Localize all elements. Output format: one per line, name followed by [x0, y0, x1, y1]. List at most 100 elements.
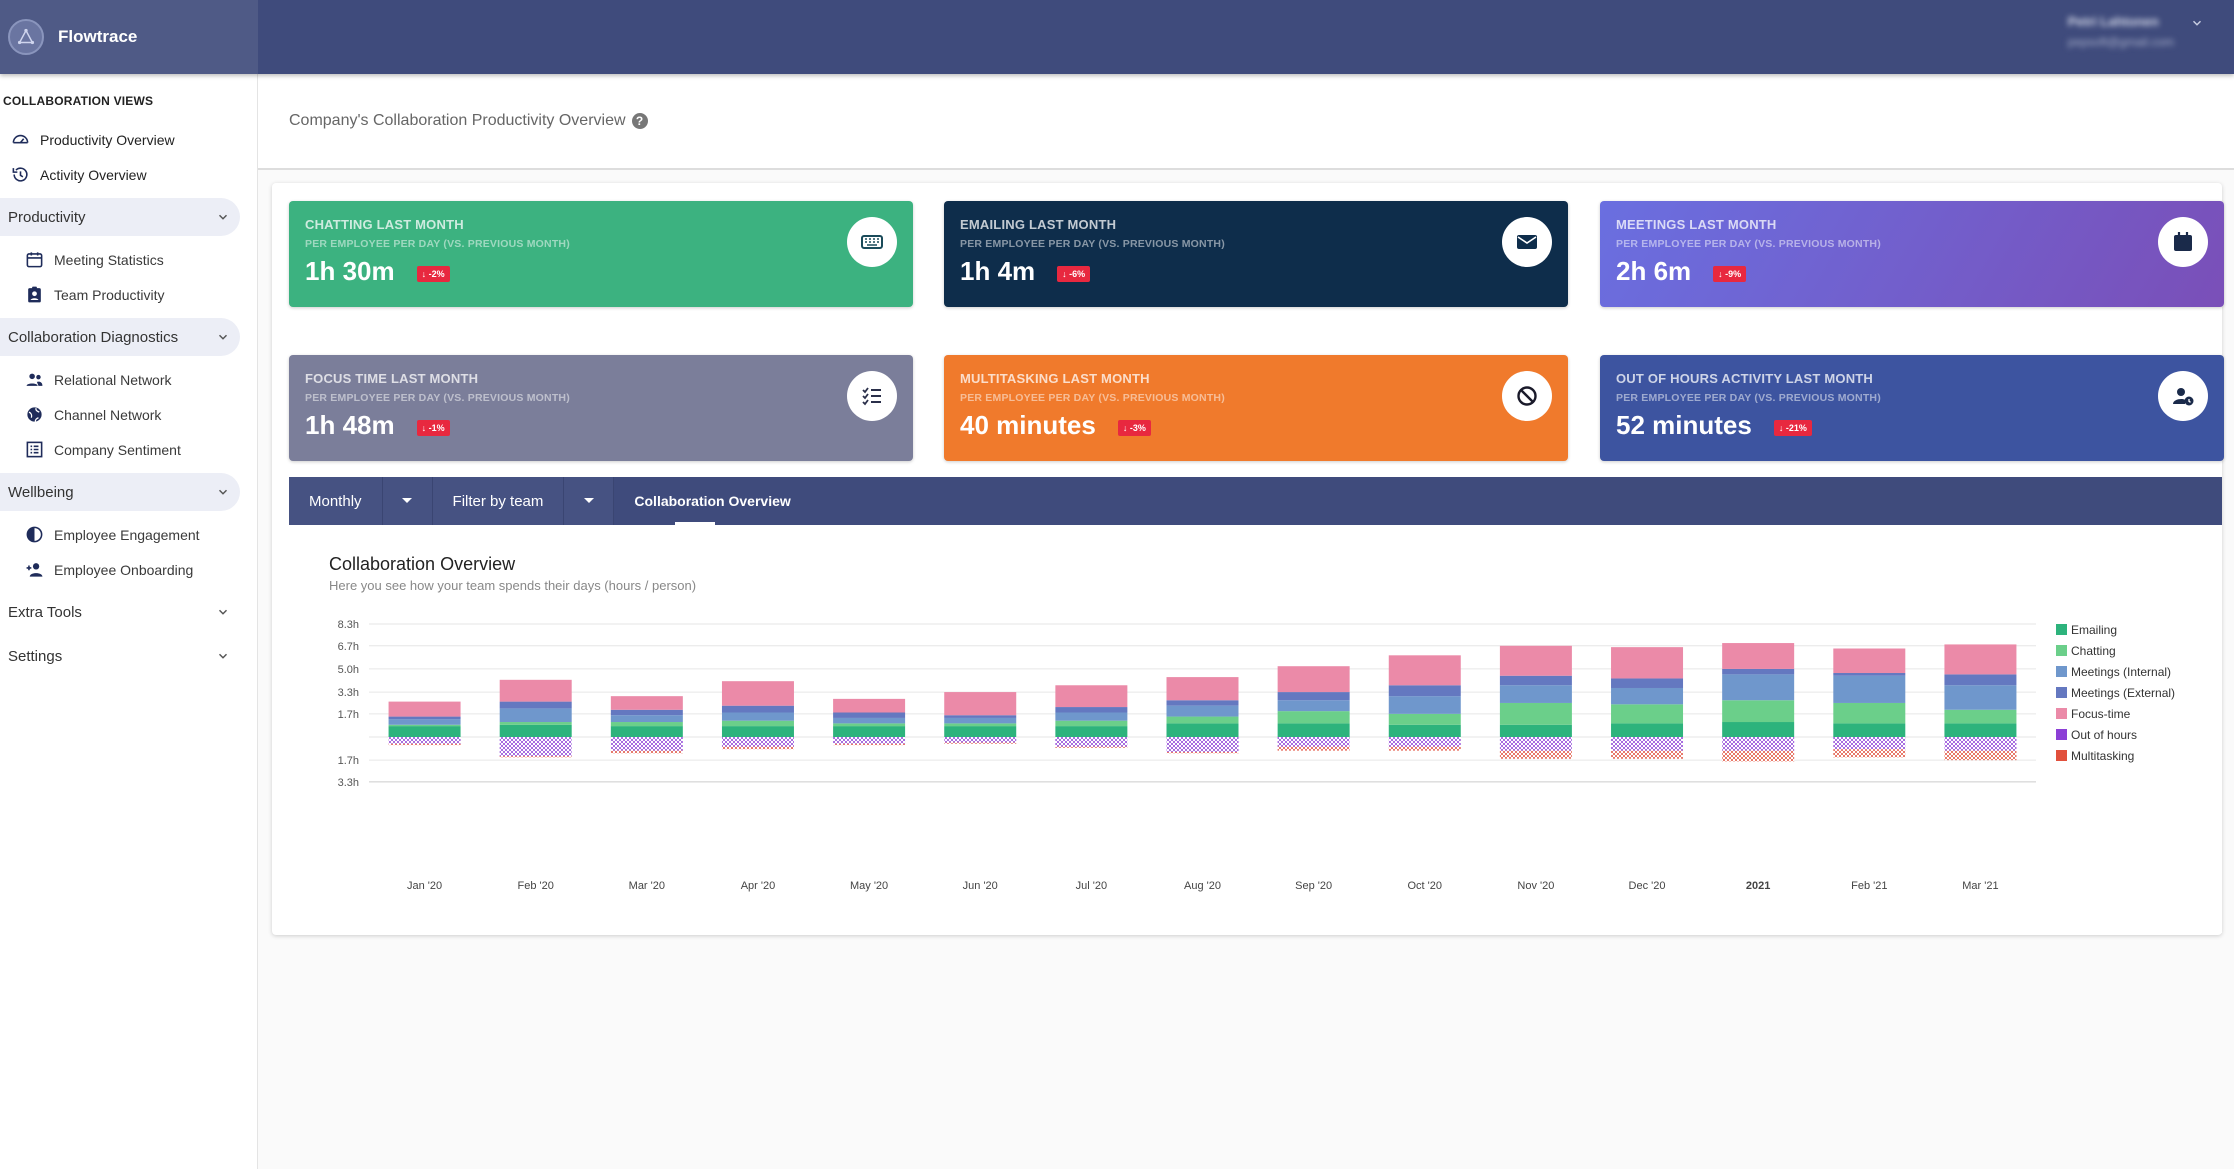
y-tick-label: 3.3h	[338, 777, 359, 789]
history-icon	[10, 165, 30, 185]
bar-segment	[1499, 645, 1572, 676]
chevron-down-icon	[218, 334, 228, 340]
tab-collaboration-overview[interactable]: Collaboration Overview	[614, 477, 810, 525]
bar-segment	[1944, 750, 2017, 761]
bar-segment	[833, 737, 906, 744]
bar-segment	[1944, 685, 2017, 710]
user-menu[interactable]: Petri Lahtonen pepsoft@gmail.com	[2068, 14, 2204, 49]
bar-segment	[1722, 643, 1795, 669]
filter-bar: Monthly Filter by team Collaboration Ove…	[289, 477, 2222, 525]
badge-icon	[24, 285, 44, 305]
bar-segment	[1388, 713, 1461, 725]
legend-item[interactable]: Focus-time	[2056, 703, 2175, 724]
legend-label: Out of hours	[2071, 727, 2138, 742]
kpi-title: MULTITASKING LAST MONTH	[960, 371, 1150, 386]
legend-item[interactable]: Chatting	[2056, 640, 2175, 661]
bar-segment	[1611, 704, 1684, 724]
sidebar-group-productivity[interactable]: Productivity	[0, 198, 240, 236]
bar-segment	[1499, 685, 1572, 703]
bar-segment	[1055, 737, 1128, 747]
kpi-value: 40 minutes	[960, 410, 1096, 440]
bar-segment	[1277, 692, 1350, 701]
bar-segment	[1277, 666, 1350, 693]
sidebar-group-wellbeing[interactable]: Wellbeing	[0, 473, 240, 511]
sidebar-item-team-productivity[interactable]: Team Productivity	[0, 277, 257, 312]
kpi-change-badge: ↓ -1%	[416, 419, 450, 436]
bar-segment	[944, 742, 1017, 744]
kpi-card-meetings-last-month: MEETINGS LAST MONTH PER EMPLOYEE PER DAY…	[1600, 201, 2224, 307]
sidebar-group-label: Productivity	[8, 208, 86, 226]
kpi-change-badge: ↓ -3%	[1117, 419, 1151, 436]
kpi-value: 1h 30m	[305, 256, 395, 286]
kpi-card-chatting-last-month: CHATTING LAST MONTH PER EMPLOYEE PER DAY…	[289, 201, 913, 307]
sidebar-item-label: Productivity Overview	[40, 131, 175, 148]
kpi-subtitle: PER EMPLOYEE PER DAY (VS. PREVIOUS MONTH…	[305, 392, 570, 404]
x-tick-label: Apr '20	[741, 880, 776, 892]
bar-segment	[1055, 746, 1128, 748]
bar-segment	[1833, 673, 1906, 676]
sidebar-group-extra-tools[interactable]: Extra Tools	[0, 593, 240, 631]
legend-swatch	[2056, 687, 2067, 698]
x-tick-label: Mar '20	[629, 880, 665, 892]
sidebar-item-label: Team Productivity	[54, 286, 165, 303]
bar-segment	[1944, 709, 2017, 724]
bar-segment	[1944, 723, 2017, 737]
bar-segment	[1388, 724, 1461, 737]
x-tick-label: 2021	[1746, 880, 1770, 892]
sidebar-item-meeting-statistics[interactable]: Meeting Statistics	[0, 242, 257, 277]
bar-segment	[721, 737, 794, 747]
x-tick-label: Mar '21	[1962, 880, 1998, 892]
chevron-down-icon[interactable]	[2190, 16, 2204, 30]
bar-segment	[610, 722, 683, 727]
help-icon[interactable]: ?	[631, 113, 648, 129]
keyboard-icon	[847, 217, 897, 267]
bar-segment	[1499, 750, 1572, 759]
flowtrace-logo-icon	[8, 19, 44, 55]
bar-segment	[1166, 716, 1239, 724]
legend-item[interactable]: Emailing	[2056, 619, 2175, 640]
sidebar-item-employee-onboarding[interactable]: Employee Onboarding	[0, 552, 257, 587]
x-tick-label: Jul '20	[1076, 880, 1107, 892]
x-tick-label: Oct '20	[1408, 880, 1443, 892]
bar-segment	[1166, 677, 1239, 701]
sidebar-item-productivity-overview[interactable]: Productivity Overview	[0, 122, 257, 157]
bar-segment	[499, 724, 572, 737]
legend-item[interactable]: Meetings (Internal)	[2056, 661, 2175, 682]
bar-segment	[944, 723, 1017, 727]
bar-segment	[1388, 685, 1461, 697]
team-filter-select[interactable]: Filter by team	[432, 477, 615, 525]
caret-down-icon	[563, 477, 613, 525]
bar-segment	[833, 743, 906, 746]
people-icon	[24, 370, 44, 390]
bar-segment	[1611, 750, 1684, 759]
chevron-down-icon	[218, 214, 228, 220]
globe-icon	[24, 405, 44, 425]
legend-swatch	[2056, 750, 2067, 761]
legend-item[interactable]: Meetings (External)	[2056, 682, 2175, 703]
period-select[interactable]: Monthly	[289, 477, 433, 525]
legend-swatch	[2056, 729, 2067, 740]
legend-label: Focus-time	[2071, 706, 2131, 721]
brand[interactable]: Flowtrace	[0, 0, 258, 74]
legend-label: Chatting	[2071, 643, 2116, 658]
sidebar-item-label: Activity Overview	[40, 166, 147, 183]
kpi-card-emailing-last-month: EMAILING LAST MONTH PER EMPLOYEE PER DAY…	[944, 201, 1568, 307]
sidebar-item-relational-network[interactable]: Relational Network	[0, 362, 257, 397]
email-icon	[1502, 217, 1552, 267]
x-tick-label: May '20	[850, 880, 888, 892]
sidebar-group-collaboration-diagnostics[interactable]: Collaboration Diagnostics	[0, 318, 240, 356]
contrast-icon	[24, 525, 44, 545]
sidebar-item-employee-engagement[interactable]: Employee Engagement	[0, 517, 257, 552]
bar-segment	[1277, 711, 1350, 724]
sidebar-group-settings[interactable]: Settings	[0, 637, 240, 675]
sidebar-item-activity-overview[interactable]: Activity Overview	[0, 157, 257, 192]
bar-segment	[388, 716, 461, 720]
sidebar-group-label: Wellbeing	[8, 483, 74, 501]
sidebar-item-company-sentiment[interactable]: Company Sentiment	[0, 432, 257, 467]
legend-item[interactable]: Multitasking	[2056, 745, 2175, 766]
bar-segment	[1499, 675, 1572, 686]
kpi-title: CHATTING LAST MONTH	[305, 217, 464, 232]
sidebar-item-channel-network[interactable]: Channel Network	[0, 397, 257, 432]
bar-segment	[1388, 655, 1461, 686]
legend-item[interactable]: Out of hours	[2056, 724, 2175, 745]
